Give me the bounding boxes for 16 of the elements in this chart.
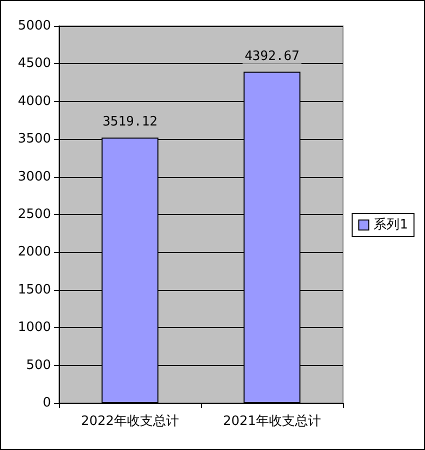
y-tick-label: 4000: [18, 94, 51, 109]
y-tick-label: 3500: [18, 132, 51, 147]
y-tick-label: 2000: [18, 244, 51, 260]
data-label: 4392.67: [244, 48, 300, 64]
y-tick-label: 1500: [18, 282, 51, 298]
y-tick-label: 5000: [18, 18, 51, 34]
y-tick-label: 0: [42, 396, 51, 410]
legend-label: 系列1: [374, 218, 408, 232]
y-tick-label: 3000: [18, 169, 51, 184]
data-label: 3519.12: [102, 114, 158, 130]
y-tick-label: 2500: [18, 207, 51, 222]
x-tick-label: 2021年收支总计: [222, 414, 322, 429]
y-tick-label: 500: [26, 358, 51, 373]
x-tick-label: 2022年收支总计: [80, 414, 180, 429]
y-tick-label: 4500: [18, 56, 51, 72]
y-tick-label: 1000: [18, 320, 51, 336]
